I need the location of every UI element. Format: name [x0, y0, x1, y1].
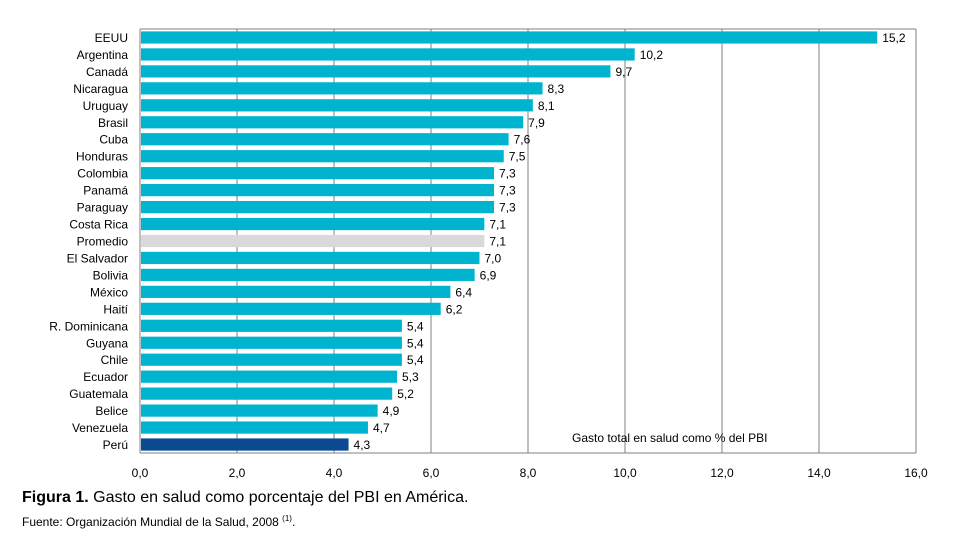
value-label: 9,7: [615, 65, 632, 79]
bar: [141, 48, 635, 61]
x-tick-label: 16,0: [904, 466, 928, 480]
value-label: 6,9: [480, 268, 497, 282]
category-label: Belice: [95, 404, 128, 418]
source-text: Fuente: Organización Mundial de la Salud…: [22, 515, 283, 529]
category-label: Cuba: [99, 133, 128, 147]
x-tick-label: 2,0: [229, 466, 246, 480]
value-label: 5,4: [407, 353, 424, 367]
bar: [141, 133, 509, 146]
category-label: Brasil: [98, 116, 128, 130]
bar-chart: EEUU Argentina Canadá Nicaragua Uruguay Brasi…: [49, 28, 928, 480]
caption-text: Gasto en salud como porcentaje del PBI e…: [88, 489, 469, 506]
category-label: Guatemala: [69, 387, 128, 401]
x-tick-label: 6,0: [423, 466, 440, 480]
value-label: 4,3: [354, 438, 371, 452]
value-label: 7,9: [528, 116, 545, 130]
category-label: Nicaragua: [73, 82, 128, 96]
bar: [141, 31, 878, 44]
bar: [141, 421, 368, 434]
bars-group: [141, 31, 878, 451]
category-label: Perú: [103, 438, 128, 452]
category-label: El Salvador: [67, 251, 128, 265]
bar: [141, 404, 378, 417]
bar: [141, 302, 441, 315]
bar: [141, 116, 524, 129]
bar: [141, 319, 402, 332]
value-label: 4,7: [373, 421, 390, 435]
category-labels: EEUU Argentina Canadá Nicaragua Uruguay Brasi…: [49, 31, 128, 452]
category-label: Uruguay: [83, 99, 128, 113]
bar: [141, 217, 485, 231]
bar: [141, 251, 480, 265]
bar: [141, 167, 495, 180]
source-ref: (1): [282, 514, 292, 523]
bar: [141, 387, 393, 400]
value-label: 5,3: [402, 370, 419, 384]
bar: [141, 200, 495, 214]
value-label: 4,9: [383, 404, 400, 418]
value-labels: 15,2 10,2 9,7 8,3 8,1 7,9 7,6 7,5 7,3 7,3 7,3 7,1 7,…: [354, 31, 906, 452]
category-label: Guyana: [86, 336, 128, 350]
category-label: Haití: [103, 302, 128, 316]
bar: [141, 234, 485, 248]
bar: [141, 184, 495, 197]
category-label: Venezuela: [72, 421, 128, 435]
category-label: EEUU: [95, 31, 128, 45]
value-label: 7,6: [514, 133, 531, 147]
category-label: Bolivia: [93, 268, 129, 282]
value-label: 15,2: [882, 31, 906, 45]
bar: [141, 336, 402, 349]
value-label: 7,5: [509, 150, 526, 164]
figure-caption: Figura 1. Gasto en salud como porcentaje…: [22, 489, 468, 507]
category-label: México: [90, 285, 128, 299]
value-label: 7,1: [489, 235, 506, 249]
value-label: 5,4: [407, 336, 424, 350]
category-label: Costa Rica: [69, 218, 128, 232]
x-tick-labels: 0,0 2,0 4,0 6,0 8,0 10,0 12,0 14,0 16,0: [132, 466, 928, 480]
category-label: Panamá: [83, 184, 128, 198]
value-label: 10,2: [640, 48, 664, 62]
x-tick-label: 14,0: [807, 466, 831, 480]
bar: [141, 353, 402, 366]
category-label: Paraguay: [77, 201, 128, 215]
bar: [141, 285, 451, 298]
bar: [141, 370, 398, 383]
category-label: Ecuador: [83, 370, 128, 384]
category-label: Canadá: [86, 65, 128, 79]
value-label: 6,4: [455, 285, 472, 299]
value-label: 7,3: [499, 167, 516, 181]
category-label: Colombia: [77, 167, 128, 181]
x-tick-label: 12,0: [710, 466, 734, 480]
x-tick-label: 8,0: [520, 466, 537, 480]
bar: [141, 99, 533, 112]
x-tick-label: 4,0: [326, 466, 343, 480]
bar: [141, 65, 611, 78]
category-label: R. Dominicana: [49, 319, 128, 333]
value-label: 7,0: [485, 251, 502, 265]
bar: [141, 150, 504, 163]
source-end: .: [291, 515, 296, 529]
x-tick-label: 10,0: [613, 466, 637, 480]
x-tick-label: 0,0: [132, 466, 149, 480]
bar: [141, 438, 349, 451]
bar: [141, 82, 543, 95]
caption-label: Figura 1.: [22, 489, 89, 506]
value-label: 6,2: [446, 302, 463, 316]
value-label: 5,2: [397, 387, 414, 401]
chart-annotation: Gasto total en salud como % del PBI: [572, 431, 767, 445]
value-label: 8,1: [538, 99, 555, 113]
figure-source: Fuente: Organización Mundial de la Salud…: [22, 514, 296, 530]
bar: [141, 268, 475, 282]
category-label: Chile: [101, 353, 129, 367]
value-label: 8,3: [548, 82, 565, 96]
value-label: 5,4: [407, 319, 424, 333]
category-label: Argentina: [77, 48, 129, 62]
value-label: 7,3: [499, 201, 516, 215]
value-label: 7,3: [499, 184, 516, 198]
category-label: Promedio: [77, 235, 129, 249]
category-label: Honduras: [76, 150, 128, 164]
value-label: 7,1: [489, 218, 506, 232]
